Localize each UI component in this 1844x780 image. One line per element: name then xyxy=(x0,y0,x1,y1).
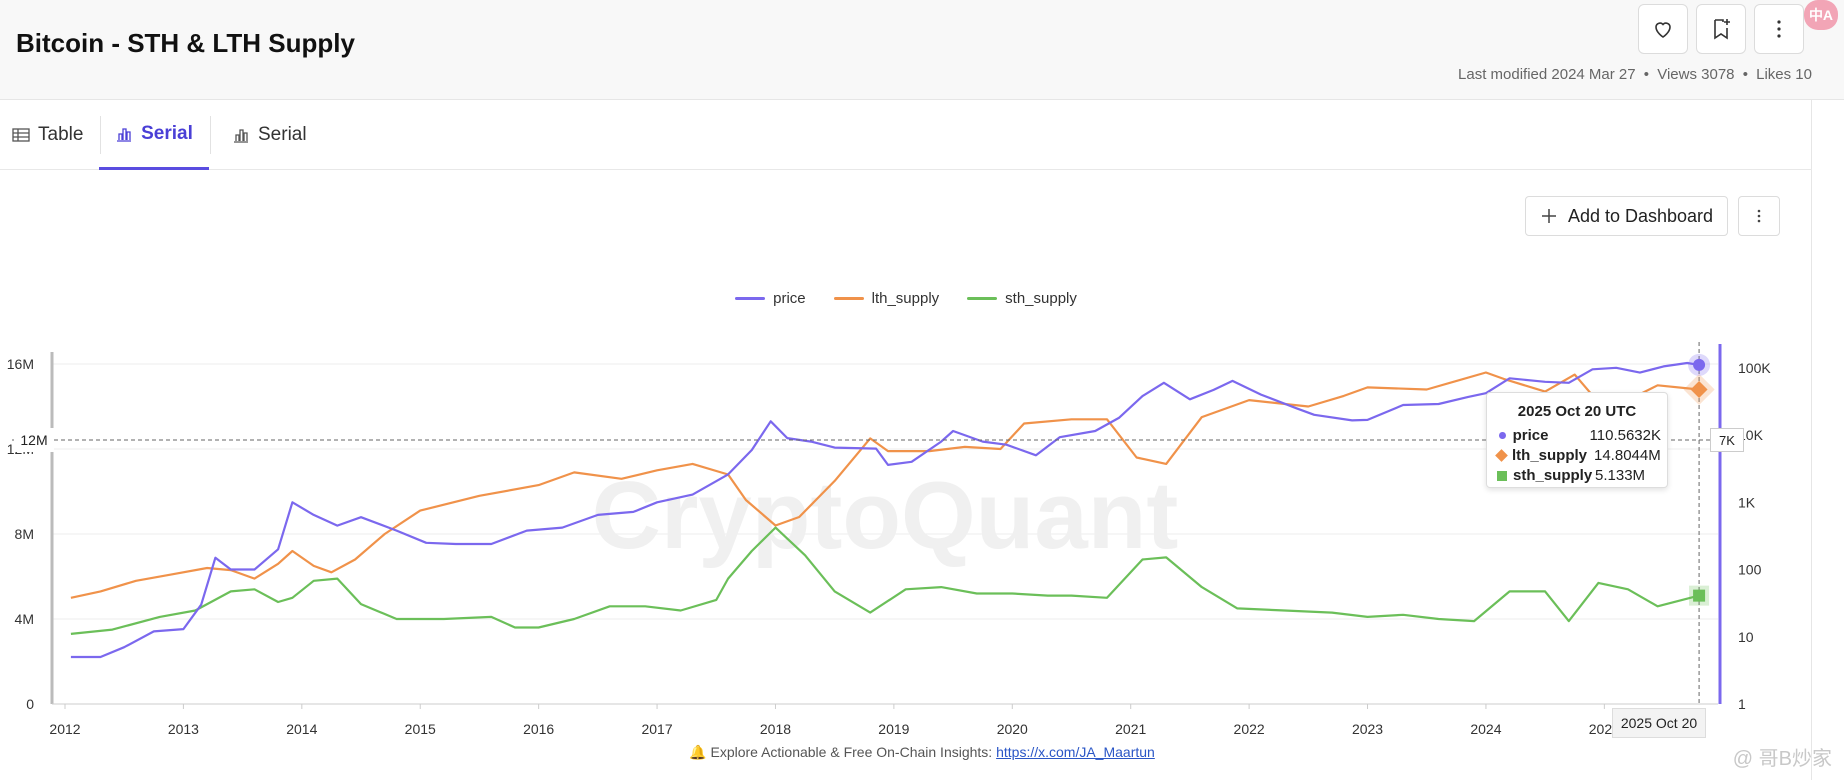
sth-marker xyxy=(1693,589,1706,602)
y-right-tick-label: 100 xyxy=(1738,562,1762,578)
footer-text: 🔔 Explore Actionable & Free On-Chain Ins… xyxy=(689,744,997,760)
y-right-tick-label: 100K xyxy=(1738,360,1771,376)
legend-item-sth[interactable]: sth_supply xyxy=(967,290,1077,307)
footer-link[interactable]: https://x.com/JA_Maartun xyxy=(996,744,1155,760)
series-line-price xyxy=(70,361,1700,659)
meta-modified: Last modified 2024 Mar 27 xyxy=(1458,66,1636,83)
y-left-tick-label: 8M xyxy=(15,526,34,542)
bar-chart-icon xyxy=(117,127,132,142)
tab-divider xyxy=(100,116,101,154)
legend-item-lth[interactable]: lth_supply xyxy=(833,290,940,307)
x-tick-label: 2013 xyxy=(168,721,199,737)
legend-label: price xyxy=(773,290,806,307)
y-right-tick-label: 1 xyxy=(1738,696,1746,712)
page-header: Bitcoin - STH & LTH Supply 中A Last modif… xyxy=(0,0,1844,100)
plus-icon xyxy=(1541,209,1556,223)
x-tick-label: 2012 xyxy=(49,721,80,737)
right-axis-crosshair-badge: 7K xyxy=(1710,428,1744,452)
tab-divider xyxy=(210,116,211,154)
x-tick-label: 2021 xyxy=(1115,721,1146,737)
chart-legend: price lth_supply sth_supply xyxy=(0,290,1812,307)
bar-chart-icon xyxy=(234,129,248,143)
left-axis-crosshair-badge: 12M xyxy=(14,428,54,452)
x-tick-label: 2018 xyxy=(760,721,791,737)
diamond-marker-icon xyxy=(1495,449,1508,462)
tooltip-series-value: 14.8044M xyxy=(1594,447,1661,464)
legend-item-price[interactable]: price xyxy=(735,290,806,307)
tab-serial[interactable]: Serial xyxy=(232,100,307,170)
table-icon xyxy=(12,128,30,142)
tab-serial-active[interactable]: Serial xyxy=(99,100,209,170)
x-tick-label: 2015 xyxy=(405,721,436,737)
chart-more-button[interactable] xyxy=(1738,196,1780,236)
tooltip-series-name: sth_supply xyxy=(1513,467,1593,484)
y-left-tick-label: 0 xyxy=(26,696,34,712)
meta-likes: Likes 10 xyxy=(1756,66,1812,83)
tooltip-series-name: lth_supply xyxy=(1512,447,1588,464)
tab-label: Serial xyxy=(258,124,307,145)
tab-label: Table xyxy=(38,124,84,145)
series-line-sth_supply xyxy=(70,526,1700,635)
add-to-dashboard-button[interactable]: Add to Dashboard xyxy=(1525,196,1728,236)
chart-watermark: CryptoQuant xyxy=(592,462,1179,569)
legend-swatch xyxy=(967,297,998,300)
y-left-tick-label: 16M xyxy=(7,356,34,372)
header-actions xyxy=(1638,4,1804,54)
legend-label: lth_supply xyxy=(871,290,940,307)
square-marker-icon xyxy=(1497,470,1507,481)
circle-marker-icon xyxy=(1499,432,1506,439)
tab-label: Serial xyxy=(141,122,193,144)
x-tick-label: 2020 xyxy=(997,721,1028,737)
meta-separator: • xyxy=(1742,66,1748,83)
add-to-dashboard-label: Add to Dashboard xyxy=(1567,205,1714,226)
x-tick-label: 2016 xyxy=(523,721,554,737)
tooltip-row-lth: lth_supply 14.8044M xyxy=(1495,447,1661,464)
corner-watermark: @ 哥B炒家 xyxy=(1732,748,1832,770)
x-tick-label: 2023 xyxy=(1352,721,1383,737)
y-left-tick-label: 4M xyxy=(15,611,34,627)
bookmark-button[interactable] xyxy=(1696,4,1746,54)
y-right-tick-label: 1K xyxy=(1738,494,1756,510)
y-right-tick-label: 10K xyxy=(1738,427,1764,443)
y-right-tick-label: 10 xyxy=(1738,629,1754,645)
tooltip-series-value: 5.133M xyxy=(1595,467,1646,484)
x-tick-label: 2022 xyxy=(1234,721,1265,737)
x-tick-label: 2017 xyxy=(641,721,672,737)
legend-label: sth_supply xyxy=(1005,290,1077,307)
x-axis-crosshair-badge: 2025 Oct 20 xyxy=(1612,708,1706,738)
tooltip-row-sth: sth_supply 5.133M xyxy=(1497,467,1661,484)
view-tabs: Table Serial Serial xyxy=(0,100,1812,170)
tooltip-series-value: 110.5632K xyxy=(1589,427,1661,444)
vertical-dots-icon xyxy=(1757,209,1761,223)
page-title: Bitcoin - STH & LTH Supply xyxy=(16,28,355,58)
bookmark-add-icon xyxy=(1714,19,1730,40)
legend-swatch xyxy=(735,297,766,300)
vertical-dots-icon xyxy=(1777,20,1781,38)
tooltip-row-price: price 110.5632K xyxy=(1497,427,1661,444)
meta-views: Views 3078 xyxy=(1657,66,1735,83)
x-tick-label: 2019 xyxy=(878,721,909,737)
tooltip-series-name: price xyxy=(1512,427,1549,444)
hover-tooltip: 2025 Oct 20 UTC price 110.5632K lth_supp… xyxy=(1486,392,1668,488)
legend-swatch xyxy=(833,297,864,300)
tooltip-title: 2025 Oct 20 UTC xyxy=(1517,403,1637,420)
x-tick-label: 2024 xyxy=(1470,721,1501,737)
tab-table[interactable]: Table xyxy=(12,100,83,170)
series-line-lth_supply xyxy=(70,371,1700,599)
chart-footer: 🔔 Explore Actionable & Free On-Chain Ins… xyxy=(0,744,1844,761)
heart-icon xyxy=(1655,22,1671,38)
like-button[interactable] xyxy=(1638,4,1688,54)
x-tick-label: 2014 xyxy=(286,721,317,737)
translate-badge[interactable]: 中A xyxy=(1804,0,1838,30)
page-meta: Last modified 2024 Mar 27 • Views 3078 •… xyxy=(1456,66,1814,83)
more-options-button[interactable] xyxy=(1754,4,1804,54)
price-marker xyxy=(1693,358,1706,371)
meta-separator: • xyxy=(1643,66,1650,83)
